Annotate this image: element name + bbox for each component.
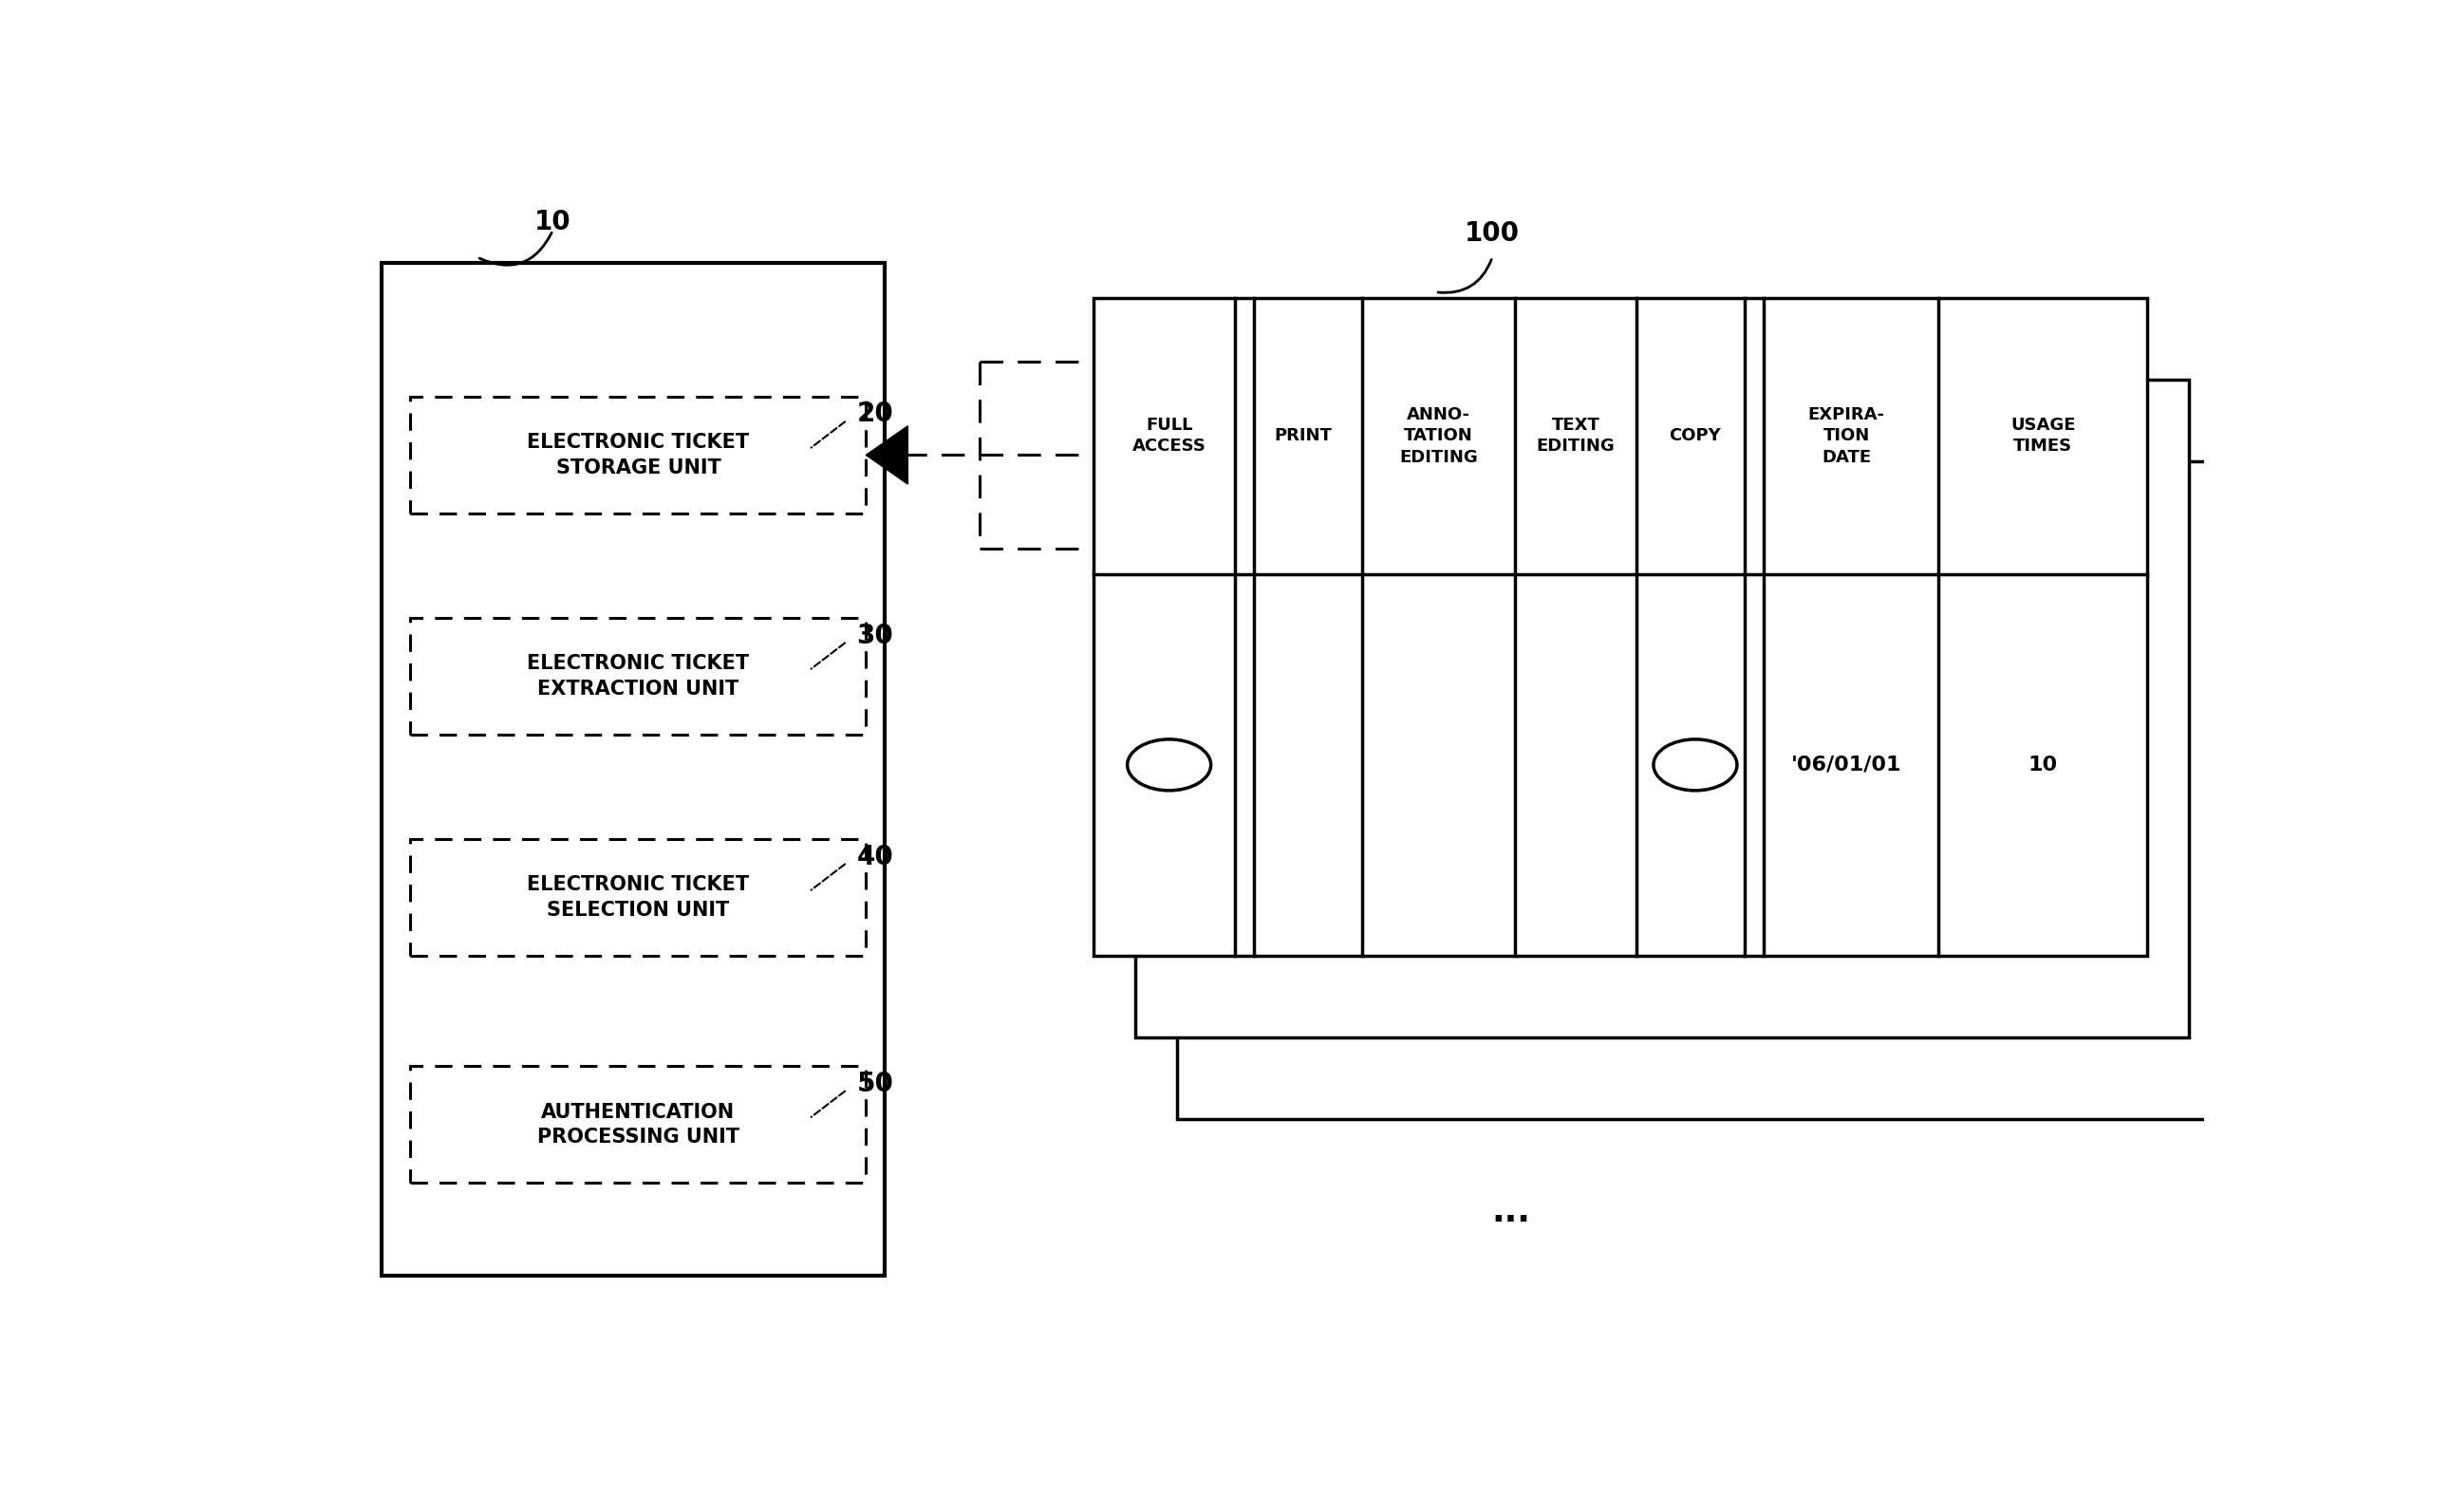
Text: PRINT: PRINT: [1273, 428, 1332, 445]
Text: ELECTRONIC TICKET
STORAGE UNIT: ELECTRONIC TICKET STORAGE UNIT: [527, 432, 749, 478]
Text: EXPIRA-
TION
DATE: EXPIRA- TION DATE: [1807, 407, 1886, 466]
Text: '06/01/01: '06/01/01: [1790, 756, 1903, 774]
Text: COPY: COPY: [1670, 428, 1722, 445]
Text: 20: 20: [857, 401, 894, 428]
Bar: [382, 263, 884, 1276]
Bar: [411, 396, 867, 513]
Text: ELECTRONIC TICKET
EXTRACTION UNIT: ELECTRONIC TICKET EXTRACTION UNIT: [527, 655, 749, 699]
Text: 10: 10: [534, 209, 571, 236]
Text: TEXT
EDITING: TEXT EDITING: [1536, 417, 1614, 455]
Text: 10: 10: [2028, 756, 2057, 774]
Bar: [411, 1066, 867, 1182]
Text: 100: 100: [1465, 221, 1521, 246]
Text: ELECTRONIC TICKET
SELECTION UNIT: ELECTRONIC TICKET SELECTION UNIT: [527, 875, 749, 919]
Text: 50: 50: [857, 1070, 894, 1098]
Polygon shape: [867, 426, 909, 484]
Bar: [411, 839, 867, 956]
Text: ...: ...: [1491, 1196, 1531, 1228]
Text: FULL
ACCESS: FULL ACCESS: [1131, 417, 1205, 455]
Text: ANNO-
TATION
EDITING: ANNO- TATION EDITING: [1398, 407, 1479, 466]
Text: 40: 40: [857, 844, 894, 869]
Bar: [1136, 380, 2189, 1037]
Text: USAGE
TIMES: USAGE TIMES: [2011, 417, 2074, 455]
Text: AUTHENTICATION
PROCESSING UNIT: AUTHENTICATION PROCESSING UNIT: [536, 1102, 740, 1146]
Bar: [1095, 298, 2148, 956]
Text: 30: 30: [857, 623, 894, 649]
Bar: [1178, 461, 2231, 1119]
Bar: [411, 618, 867, 735]
